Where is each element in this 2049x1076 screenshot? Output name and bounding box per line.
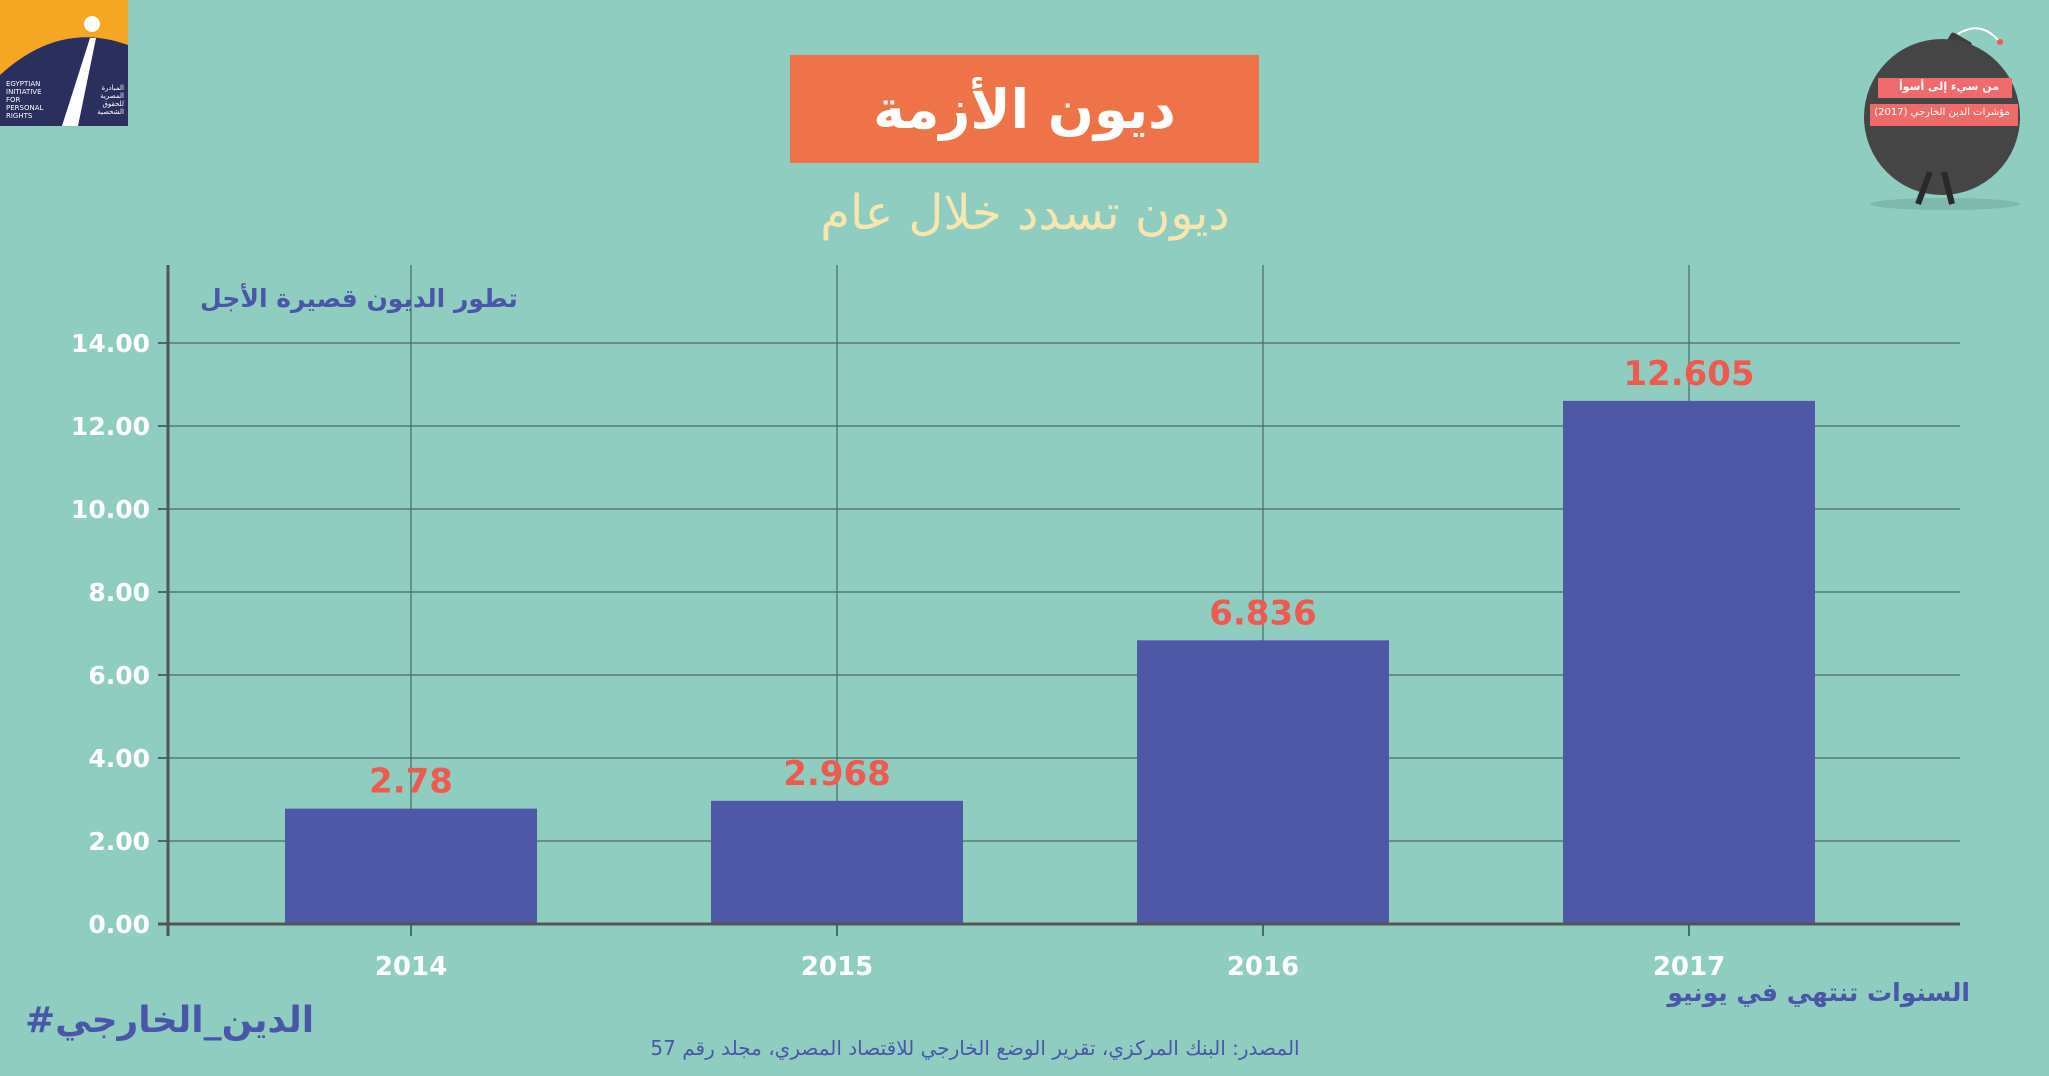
y-tick-label: 10.00 [71,495,150,524]
bars [285,400,1815,925]
logo-text-ar: المبادرة المصرية للحقوق الشخصية [97,84,124,116]
badge-line1: من سيء إلى أسوأ [1898,80,2000,93]
y-tick-label: 0.00 [88,910,150,939]
page-title: ديون الأزمة [873,77,1176,141]
axes [158,265,1960,936]
x-tick-label: 2016 [1227,952,1299,982]
y-tick-label: 8.00 [88,578,150,607]
bar [711,800,963,924]
title-box: ديون الأزمة [790,55,1259,163]
source-note: المصدر: البنك المركزي، تقرير الوضع الخار… [650,1036,1300,1060]
x-axis-title: السنوات تنتهي في يونيو [1667,978,1970,1007]
logo: EGYPTIAN INITIATIVE FOR PERSONAL RIGHTS … [0,0,128,126]
hashtag: #الدين_الخارجي [25,1000,315,1041]
page-subtitle: ديون تسدد خلال عام [820,185,1230,241]
badge-line2: مؤشرات الدين الخارجي (2017) [1874,107,2010,118]
data-label: 2.78 [369,762,453,802]
bar [285,808,537,924]
x-tick-label: 2014 [375,952,447,982]
y-tick-label: 4.00 [88,744,150,773]
data-label: 12.605 [1623,354,1754,394]
x-tick-label: 2015 [801,952,873,982]
y-tick-label: 12.00 [71,412,150,441]
y-tick-label: 6.00 [88,661,150,690]
logo-text-en: EGYPTIAN INITIATIVE FOR PERSONAL RIGHTS [6,80,44,120]
y-tick-label: 14.00 [71,329,150,358]
road-logo-icon [0,16,128,126]
data-label: 6.836 [1209,593,1317,633]
data-label: 2.968 [783,754,891,794]
bar [1563,400,1815,925]
bomb-icon [1864,27,2020,210]
chart-title: تطور الديون قصيرة الأجل [200,284,518,313]
y-tick-label: 2.00 [88,827,150,856]
x-tick-label: 2017 [1653,952,1725,982]
bar [1137,640,1389,924]
labels: 0.00 2.00 4.00 6.00 8.00 10.00 12.00 14.00 2.78 2… [71,329,1755,982]
